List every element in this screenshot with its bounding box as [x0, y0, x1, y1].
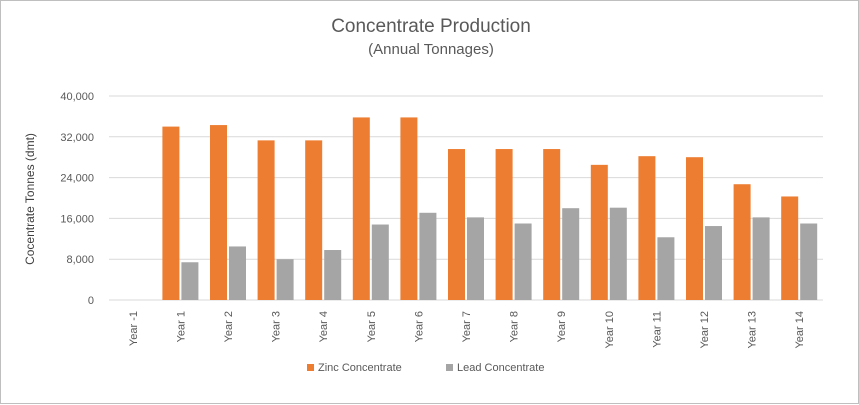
x-tick-label: Year 8 — [509, 311, 521, 342]
legend-label-lead: Lead Concentrate — [457, 362, 544, 374]
bar-lead — [419, 212, 437, 300]
bar-lead — [324, 250, 342, 300]
chart-title: Concentrate Production — [331, 16, 531, 37]
x-tick-label: Year 11 — [651, 311, 663, 348]
x-tick-label: Year 4 — [318, 311, 330, 342]
x-tick-label: Year 6 — [413, 311, 425, 342]
y-tick-label: 40,000 — [60, 91, 94, 103]
y-tick-label: 32,000 — [60, 132, 94, 144]
x-tick-label: Year 13 — [747, 311, 759, 349]
x-tick-label: Year 10 — [604, 311, 616, 349]
bar-zinc — [543, 149, 561, 300]
bar-lead — [657, 237, 675, 300]
bar-zinc — [686, 157, 703, 300]
chart-subtitle: (Annual Tonnages) — [368, 41, 494, 58]
x-tick-labels: Year -1 Year 1 Year 2 Year 3 Year 4 Year 5 Yea… — [128, 311, 806, 349]
x-tick-label: Year 7 — [461, 311, 473, 342]
bar-lead — [752, 217, 770, 300]
bars — [162, 117, 818, 300]
legend-swatch-lead — [446, 364, 453, 371]
x-tick-label: Year 12 — [699, 311, 711, 349]
y-tick-labels: 0 8,000 16,000 24,000 32,000 40,000 — [60, 91, 94, 307]
x-tick-label: Year 3 — [271, 311, 283, 342]
bar-lead — [514, 223, 532, 300]
y-axis-label: Cocentrate Tonnes (dmt) — [23, 133, 37, 265]
bar-lead — [705, 226, 722, 300]
bar-zinc — [733, 184, 751, 300]
bar-lead — [467, 217, 484, 300]
bar-lead — [800, 223, 818, 300]
bar-lead — [609, 207, 627, 300]
bar-zinc — [162, 126, 180, 300]
x-tick-label: Year 2 — [223, 311, 235, 342]
bar-zinc — [781, 196, 799, 300]
x-tick-label: Year -1 — [128, 311, 140, 346]
bar-lead — [181, 262, 199, 300]
bar-zinc — [590, 164, 608, 300]
y-tick-label: 24,000 — [60, 173, 94, 185]
y-tick-label: 8,000 — [66, 254, 94, 266]
bar-zinc — [448, 149, 465, 300]
legend-swatch-zinc — [307, 364, 314, 371]
legend: Zinc Concentrate Lead Concentrate — [307, 362, 544, 374]
y-tick-label: 16,000 — [60, 213, 94, 225]
bar-zinc — [638, 156, 656, 300]
bar-zinc — [495, 149, 513, 300]
bar-zinc — [400, 117, 418, 300]
bar-zinc — [305, 140, 323, 300]
x-tick-label: Year 14 — [794, 311, 806, 349]
bar-lead — [229, 246, 246, 300]
x-tick-label: Year 9 — [556, 311, 568, 342]
bar-zinc — [352, 117, 370, 300]
bar-zinc — [210, 125, 227, 300]
x-tick-label: Year 1 — [175, 311, 187, 342]
bar-lead — [371, 224, 389, 300]
bar-lead — [276, 259, 294, 300]
legend-label-zinc: Zinc Concentrate — [318, 362, 402, 374]
x-tick-label: Year 5 — [366, 311, 378, 342]
y-tick-label: 0 — [88, 295, 94, 307]
gridlines — [109, 95, 823, 301]
bar-lead — [562, 208, 580, 300]
bar-zinc — [257, 140, 275, 300]
